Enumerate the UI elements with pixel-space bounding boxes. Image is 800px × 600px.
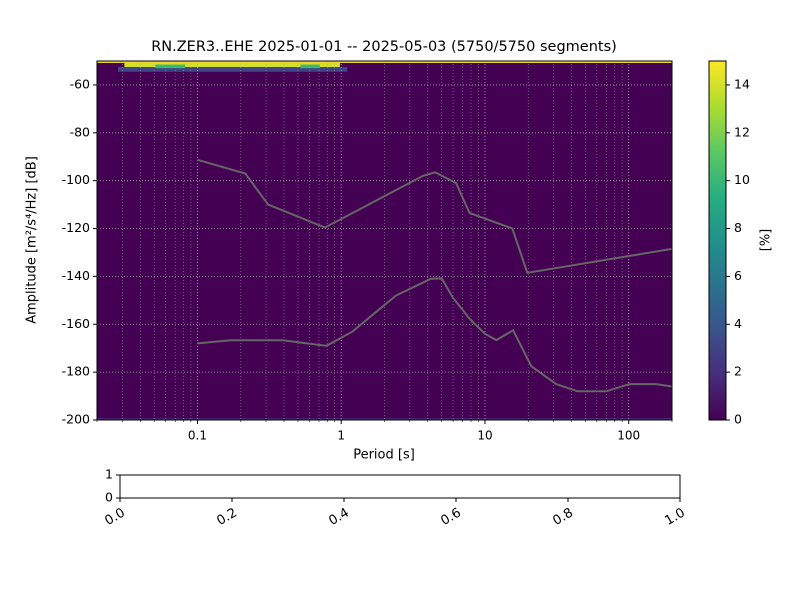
colorbar-tick-label: 10	[734, 172, 750, 187]
chart-title: RN.ZER3..EHE 2025-01-01 -- 2025-05-03 (5…	[151, 39, 617, 55]
colorbar-tick-label: 6	[734, 268, 742, 283]
y-tick-label: -120	[62, 220, 90, 235]
colorbar	[708, 60, 727, 421]
colorbar-tick-label: 4	[734, 316, 742, 331]
y-tick-label: -100	[62, 172, 90, 187]
y-tick-label: -180	[62, 364, 90, 379]
heatmap-cell	[155, 64, 186, 69]
noise-model-line	[197, 158, 673, 274]
y-tick-label: -60	[70, 76, 90, 91]
axes-frame	[119, 474, 681, 499]
y-tick-label: 1	[105, 467, 113, 482]
x-tick-label: 0.4	[326, 506, 351, 529]
y-tick-label: -160	[62, 316, 90, 331]
x-axis-label: Period [s]	[353, 448, 415, 463]
heatmap-cell	[118, 66, 348, 72]
colorbar-tick-label: 14	[734, 76, 750, 91]
x-tick-label: 0.6	[438, 506, 463, 529]
x-tick-label: 10	[477, 429, 492, 443]
heatmap-background	[97, 61, 672, 420]
heatmap-cell	[124, 62, 340, 67]
x-tick-label: 0.2	[214, 506, 239, 529]
y-axis-label: Amplitude [m²/s⁴/Hz] [dB]	[25, 156, 40, 324]
heatmap-cell	[97, 418, 672, 420]
x-tick-label: 1	[337, 429, 345, 443]
colorbar-tick-label: 2	[734, 364, 742, 379]
y-tick-label: 0	[105, 490, 113, 505]
y-tick-label: -140	[62, 268, 90, 283]
x-tick-label: 0.8	[550, 506, 575, 529]
y-tick-label: -80	[70, 124, 90, 139]
heatmap-cell	[300, 64, 320, 69]
colorbar-tick-label: 0	[734, 412, 742, 427]
colorbar-tick-label: 8	[734, 220, 742, 235]
colorbar-tick-label: 12	[734, 124, 750, 139]
x-tick-label: 1.0	[662, 506, 687, 529]
colorbar-label: [%]	[759, 229, 774, 252]
x-tick-label: 0.0	[102, 506, 127, 529]
x-tick-label: 100	[617, 429, 640, 443]
axes-frame	[96, 60, 673, 421]
y-tick-label: -200	[62, 412, 90, 427]
x-tick-label: 0.1	[188, 429, 207, 443]
noise-model-line	[197, 277, 673, 393]
